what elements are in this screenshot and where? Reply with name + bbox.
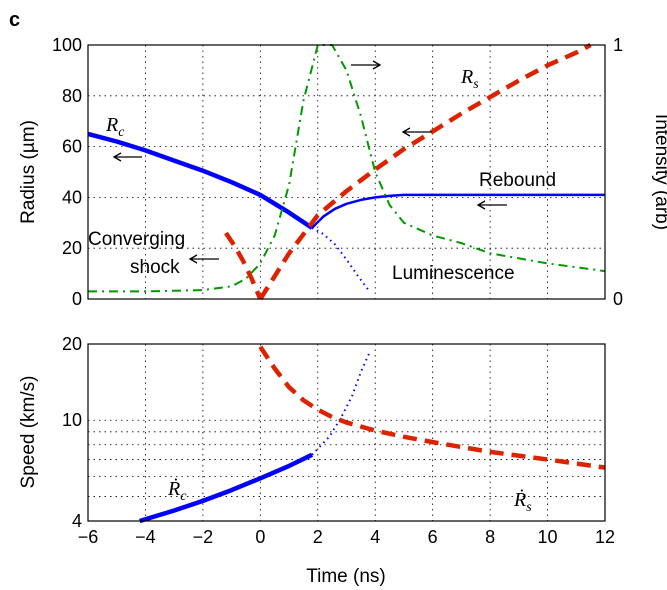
arrow-left-icon bbox=[112, 152, 142, 162]
x-tick-label: −6 bbox=[78, 527, 99, 547]
series-line-Rs-pre bbox=[224, 231, 263, 300]
x-tick-label: 2 bbox=[313, 527, 323, 547]
y2-tick-label: 1 bbox=[613, 35, 623, 55]
x-tick-label: 4 bbox=[370, 527, 380, 547]
luminescence-label: Luminescence bbox=[392, 263, 515, 284]
arrow-right-icon bbox=[351, 60, 382, 70]
series-line-rebound bbox=[311, 193, 605, 229]
series-line-Rs-dot bbox=[258, 345, 606, 470]
top-tick-labels: 0 20 40 60 80 100 0 1 bbox=[52, 35, 623, 309]
rs-dot-label: Ṙs bbox=[513, 488, 532, 515]
x-tick-label: −4 bbox=[135, 527, 156, 547]
rebound-label: Rebound bbox=[479, 170, 556, 191]
y-tick-label: 100 bbox=[52, 35, 82, 55]
y-tick-label: 10 bbox=[62, 410, 82, 430]
rc-label: Rc bbox=[105, 114, 125, 140]
x-tick-label: −2 bbox=[193, 527, 214, 547]
x-tick-label: 10 bbox=[538, 527, 558, 547]
y-tick-label: 20 bbox=[62, 238, 82, 258]
y-tick-label: 0 bbox=[72, 289, 82, 309]
series-line-Rc-dot-dotted bbox=[311, 352, 371, 456]
bottom-plot-series bbox=[139, 345, 606, 524]
rs-label: Rs bbox=[460, 66, 479, 92]
x-tick-label: 0 bbox=[255, 527, 265, 547]
bottom-plot-frame bbox=[87, 343, 606, 522]
bottom-gridlines bbox=[88, 344, 605, 521]
bottom-x-axis-label: Time (ns) bbox=[306, 566, 386, 587]
top-y2-axis-label: Intensity (arb) bbox=[651, 114, 667, 230]
top-y-axis-label: Radius (µm) bbox=[18, 120, 39, 224]
arrow-left-icon bbox=[476, 200, 507, 210]
y-tick-label: 40 bbox=[62, 187, 82, 207]
y2-tick-label: 0 bbox=[613, 289, 623, 309]
series-line-Rc-solid bbox=[87, 131, 314, 230]
series-line-Rc-dot-solid bbox=[139, 452, 313, 524]
x-tick-label: 8 bbox=[485, 527, 495, 547]
shock-label: shock bbox=[130, 257, 180, 278]
series-line-Rs bbox=[258, 43, 592, 301]
y-tick-label: 60 bbox=[62, 137, 82, 157]
axis-direction-arrows bbox=[112, 60, 507, 264]
series-line-luminescence bbox=[88, 44, 606, 293]
arrow-left-icon bbox=[401, 127, 432, 137]
bottom-tick-labels: 4 10 20 −6 −4 −2 0 2 4 6 8 10 12 bbox=[62, 334, 615, 547]
y-tick-label: 80 bbox=[62, 86, 82, 106]
x-tick-label: 12 bbox=[595, 527, 615, 547]
series-line-Rc-dotted bbox=[311, 227, 371, 293]
converging-label: Converging bbox=[88, 229, 185, 250]
x-tick-label: 6 bbox=[428, 527, 438, 547]
y-tick-label: 20 bbox=[62, 334, 82, 354]
top-plot-frame bbox=[87, 44, 606, 300]
rc-dot-label: Ṙc bbox=[167, 477, 187, 504]
panel-label: c bbox=[9, 9, 20, 31]
y-tick-label: 4 bbox=[72, 511, 82, 531]
bottom-y-axis-label: Speed (km/s) bbox=[18, 376, 39, 489]
arrow-left-icon bbox=[188, 254, 219, 264]
